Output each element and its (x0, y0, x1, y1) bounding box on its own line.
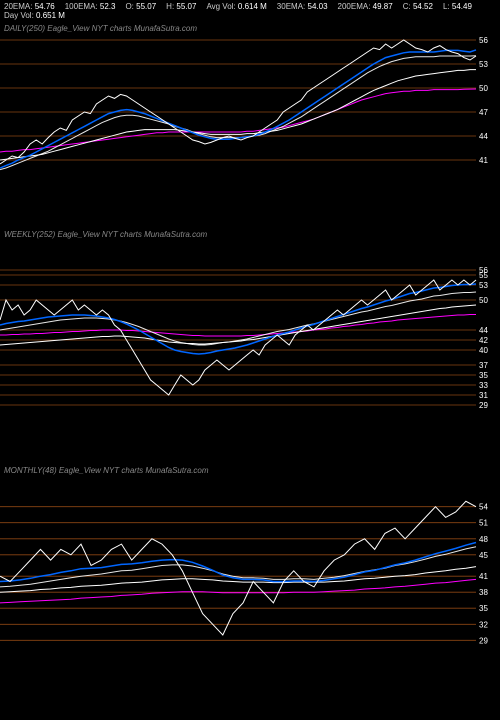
svg-text:42: 42 (479, 336, 488, 345)
svg-text:44: 44 (479, 326, 488, 335)
chart-weekly: 293133353740424450535556 (0, 260, 500, 415)
title-weekly: WEEKLY(252) Eagle_View NYT charts Munafa… (4, 230, 207, 239)
svg-text:44: 44 (479, 132, 488, 141)
stat-100ema: 100EMA: 52.3 (65, 2, 116, 11)
svg-text:31: 31 (479, 391, 488, 400)
stat-open: O: 55.07 (125, 2, 156, 11)
svg-text:41: 41 (479, 572, 488, 581)
svg-text:35: 35 (479, 371, 488, 380)
svg-text:56: 56 (479, 36, 488, 45)
header-stats: 20EMA: 54.76 100EMA: 52.3 O: 55.07 H: 55… (0, 0, 500, 22)
stat-dayvol: Day Vol: 0.651 M (4, 11, 65, 20)
svg-text:53: 53 (479, 60, 488, 69)
svg-text:50: 50 (479, 296, 488, 305)
svg-text:29: 29 (479, 401, 488, 410)
stat-low: L: 54.49 (443, 2, 472, 11)
chart-monthly: 29 32 35 38 41 45 48 51 54 (0, 496, 500, 651)
stat-high: H: 55.07 (166, 2, 196, 11)
svg-text:48: 48 (479, 535, 488, 544)
svg-text:33: 33 (479, 381, 488, 390)
stat-30ema: 30EMA: 54.03 (277, 2, 328, 11)
stat-close: C: 54.52 (403, 2, 433, 11)
svg-text:54: 54 (479, 503, 488, 512)
svg-text:38: 38 (479, 588, 488, 597)
svg-text:45: 45 (479, 551, 488, 560)
svg-text:53: 53 (479, 281, 488, 290)
svg-text:50: 50 (479, 84, 488, 93)
stat-200ema: 200EMA: 49.87 (338, 2, 393, 11)
stat-20ema: 20EMA: 54.76 (4, 2, 55, 11)
svg-text:35: 35 (479, 604, 488, 613)
svg-text:29: 29 (479, 636, 488, 645)
svg-text:47: 47 (479, 108, 488, 117)
title-monthly: MONTHLY(48) Eagle_View NYT charts Munafa… (4, 466, 209, 475)
svg-text:51: 51 (479, 519, 488, 528)
svg-text:41: 41 (479, 156, 488, 165)
svg-text:37: 37 (479, 361, 488, 370)
svg-text:32: 32 (479, 620, 488, 629)
stat-avgvol: Avg Vol: 0.614 M (206, 2, 266, 11)
chart-daily: 41 44 47 50 53 56 (0, 24, 500, 184)
svg-text:56: 56 (479, 266, 488, 275)
svg-text:40: 40 (479, 346, 488, 355)
